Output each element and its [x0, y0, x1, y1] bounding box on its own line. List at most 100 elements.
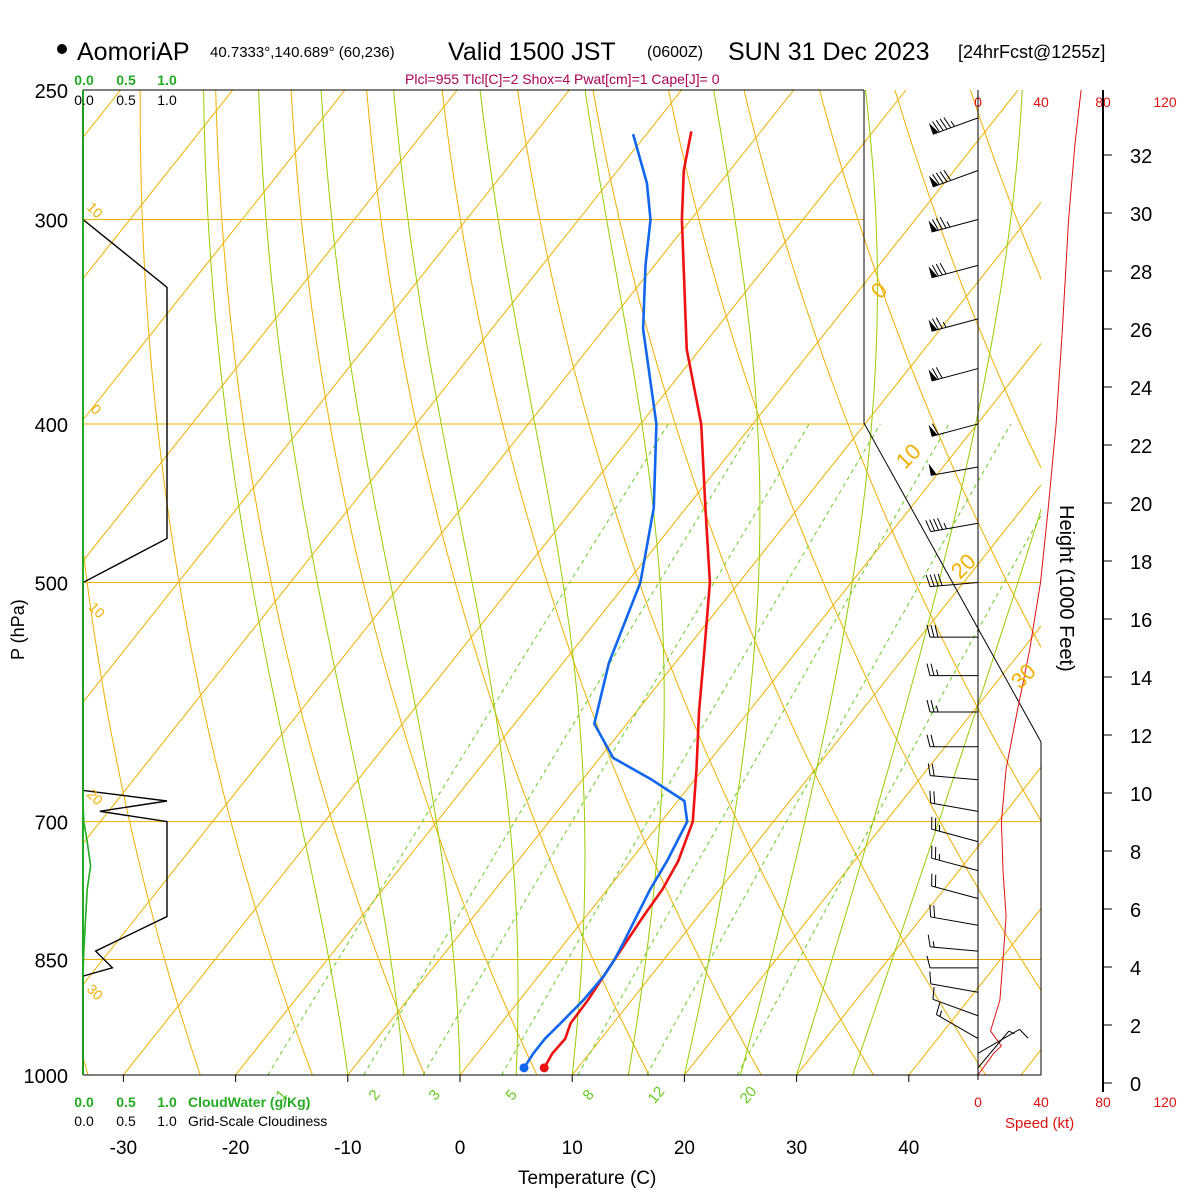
wind-barb-flag	[928, 220, 938, 232]
wind-barb-full	[930, 699, 935, 713]
wind-barb-staff	[931, 219, 979, 233]
cloudiness-profile-line	[82, 90, 168, 1075]
temperature-surface-point	[539, 1063, 549, 1073]
wind-barb-full	[935, 119, 944, 131]
wind-barb	[977, 1028, 1029, 1054]
pressure-tick-label: 300	[35, 211, 68, 233]
isotherm-line	[83, 90, 234, 280]
wind-barb-full	[937, 518, 944, 530]
wind-barb-full	[931, 318, 939, 330]
isotherm-line	[235, 90, 1019, 1075]
isotherm-line	[83, 90, 682, 845]
dry-adiabat-line	[743, 90, 1041, 822]
valid-time: Valid 1500 JST	[448, 38, 616, 66]
wind-barb	[926, 699, 978, 713]
height-tick-label: 18	[1130, 552, 1152, 574]
wind-barb-staff	[931, 828, 979, 843]
temp-tick-label: 30	[786, 1138, 807, 1159]
wind-barb-full	[930, 663, 935, 676]
pressure-tick-label: 700	[35, 813, 68, 835]
mixing-ratio-line	[501, 423, 881, 1075]
wind-barb	[932, 986, 979, 1017]
wind-barb-flag	[928, 175, 939, 187]
wind-barb-full	[935, 317, 943, 329]
wind-barb-flag	[928, 123, 939, 135]
valid-zulu: (0600Z)	[647, 44, 703, 61]
temp-tick-label: -30	[110, 1138, 137, 1159]
wind-barb-staff	[930, 946, 979, 952]
height-tick-label: 24	[1130, 378, 1152, 400]
wind-barb-full	[935, 367, 943, 379]
wind-barb	[928, 317, 979, 332]
dry-adiabat-line	[215, 90, 426, 1075]
cloudiness-tick-label-bottom: 0.5	[116, 1113, 136, 1129]
speed-label: Speed (kt)	[1005, 1115, 1074, 1132]
speed-profile-line	[977, 89, 1082, 1076]
speed-tick-label-top: 40	[1033, 94, 1049, 110]
moist-adiabat-label: 20	[946, 549, 981, 584]
isotherm-line	[1133, 90, 1200, 1075]
wind-barb-full	[930, 625, 935, 638]
height-tick-label: 8	[1130, 842, 1141, 864]
wind-barb	[928, 463, 979, 476]
mixing-ratio-label: 12	[645, 1083, 669, 1107]
temp-tick-label: 10	[562, 1138, 583, 1159]
wind-barb	[928, 367, 979, 382]
temp-tick-label: 0	[455, 1138, 466, 1159]
forecast-info: [24hrFcst@1255z]	[958, 42, 1105, 62]
dry-adiabat-label: 0	[88, 401, 105, 418]
wind-barb-full	[943, 117, 952, 129]
x-axis-title: Temperature (C)	[518, 1168, 656, 1189]
isotherm-line	[83, 90, 570, 703]
mixing-ratio-label: 2	[365, 1086, 383, 1103]
cloudiness-tick-label-bottom: 1.0	[157, 1113, 177, 1129]
wind-barb	[926, 955, 978, 969]
height-tick-label: 2	[1130, 1016, 1141, 1038]
height-tick-label: 14	[1130, 668, 1152, 690]
wind-barb-full	[939, 171, 948, 183]
height-tick-label: 26	[1130, 320, 1152, 342]
isotherm-line	[459, 342, 1041, 1075]
height-tick-label: 30	[1130, 204, 1152, 226]
wind-barb-full	[933, 518, 940, 531]
wind-barb-full	[931, 368, 939, 380]
wind-barb-full	[929, 904, 932, 917]
moist-adiabat-line	[258, 90, 405, 1075]
wind-barb-full	[931, 763, 935, 777]
wind-barb-full	[929, 790, 932, 804]
height-tick-label: 22	[1130, 436, 1152, 458]
temp-tick-label: -10	[334, 1138, 361, 1159]
wind-barb-full	[926, 955, 931, 968]
isotherm-line	[83, 90, 795, 986]
wind-barb-staff	[930, 522, 979, 533]
wind-barb-half	[932, 941, 935, 948]
height-tick-label: 4	[1130, 958, 1141, 980]
wind-barb-full	[930, 734, 935, 747]
dry-adiabat-line	[592, 90, 987, 1075]
wind-barb-full	[932, 986, 935, 1000]
station-coords: 40.7333°,140.689° (60,236)	[210, 44, 395, 61]
height-tick-label: 6	[1130, 900, 1141, 922]
wind-barb-flag	[928, 463, 937, 476]
dry-adiabat-line	[290, 90, 538, 1075]
wind-barb-half	[939, 1010, 943, 1017]
height-axis-title: Height (1000 Feet)	[1055, 505, 1077, 672]
speed-tick-label-top: 120	[1153, 94, 1177, 110]
speed-tick-label-bottom: 80	[1095, 1094, 1111, 1110]
mixing-ratio-label: 8	[579, 1086, 597, 1103]
wind-barb-full	[926, 734, 931, 747]
cloudwater-tick-label-bottom: 0.5	[116, 1094, 136, 1110]
mixing-ratio-line	[577, 423, 950, 1075]
wind-barb-half	[943, 522, 947, 530]
cloudwater-tick-label-top: 1.0	[157, 72, 177, 88]
mixing-ratio-line	[267, 423, 669, 1075]
wind-barb-staff	[936, 1014, 979, 1039]
axis-labels: 1 2 3 5 8 12 201001020300102030250300400500700…	[24, 72, 1177, 1159]
mixing-ratio-label: 5	[502, 1086, 520, 1103]
wind-barb-staff	[931, 857, 979, 872]
wind-barb-staff	[931, 423, 979, 437]
moist-adiabat-line	[584, 90, 665, 1075]
speed-tick-label-bottom: 40	[1033, 1094, 1049, 1110]
